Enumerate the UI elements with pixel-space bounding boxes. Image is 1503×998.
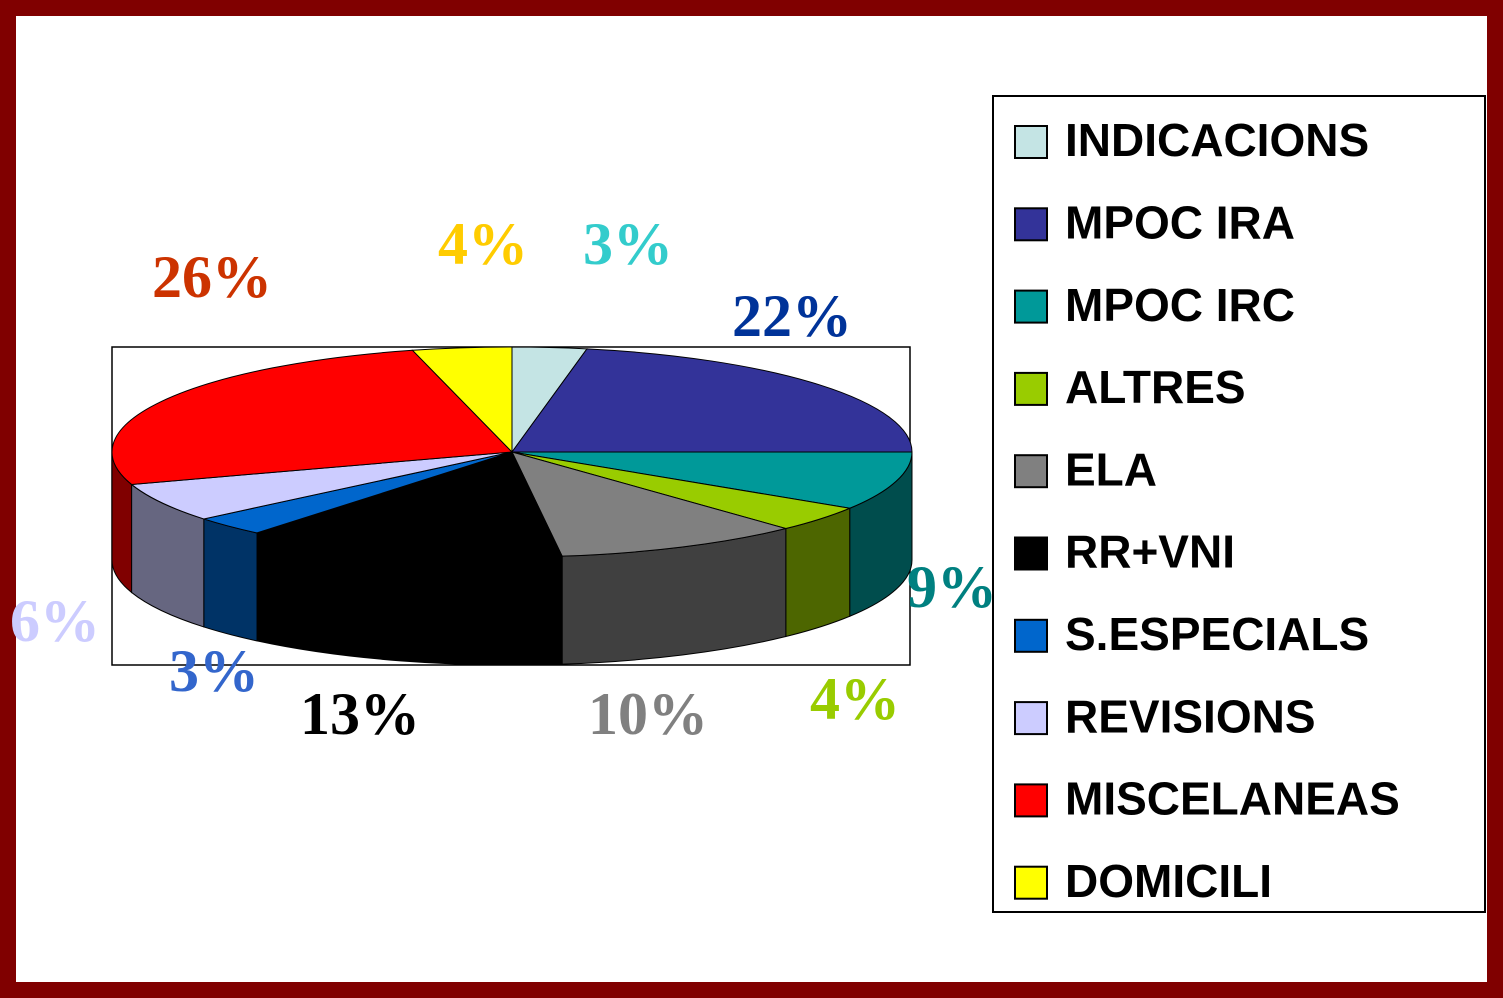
- legend-label: RR+VNI: [1065, 526, 1235, 578]
- legend-label: ELA: [1065, 443, 1157, 495]
- data-label: 4%: [810, 666, 900, 732]
- legend-label: MPOC IRC: [1065, 279, 1295, 331]
- slice-side: [785, 507, 851, 638]
- slice: [255, 451, 563, 558]
- legend-swatch: [1014, 207, 1048, 242]
- legend-label: MISCELANEAS: [1065, 773, 1400, 825]
- legend-swatch: [1014, 371, 1048, 406]
- data-label: 9%: [907, 554, 997, 620]
- legend-label: REVISIONS: [1065, 690, 1316, 742]
- slice: [511, 451, 788, 557]
- legend-swatch: [1014, 125, 1048, 159]
- slice: [411, 346, 513, 454]
- legend-swatch: [1014, 618, 1048, 653]
- data-label: 13%: [300, 681, 420, 747]
- legend-label: DOMICILI: [1065, 855, 1272, 907]
- data-label: 26%: [152, 244, 272, 310]
- legend-swatch: [1014, 536, 1048, 571]
- slice-side: [203, 518, 258, 642]
- legend-swatch: [1014, 783, 1048, 818]
- legend: [992, 95, 1486, 913]
- slice: [511, 348, 913, 453]
- slice: [111, 349, 514, 485]
- legend-swatch: [1014, 454, 1048, 489]
- data-label: 6%: [10, 588, 100, 654]
- legend-swatch: [1014, 865, 1048, 900]
- slice: [511, 451, 913, 509]
- legend-swatch: [1014, 289, 1048, 324]
- data-label: 4%: [438, 211, 528, 277]
- legend-label: ALTRES: [1065, 361, 1246, 413]
- legend-label: MPOC IRA: [1065, 196, 1295, 248]
- data-label: 3%: [583, 211, 673, 277]
- slice: [130, 451, 513, 520]
- data-label: 10%: [588, 681, 708, 747]
- legend-swatch: [1014, 701, 1048, 736]
- legend-label: INDICACIONS: [1065, 114, 1369, 166]
- data-label: 22%: [732, 283, 852, 349]
- data-label: 3%: [169, 638, 259, 704]
- legend-label: S.ESPECIALS: [1065, 608, 1369, 660]
